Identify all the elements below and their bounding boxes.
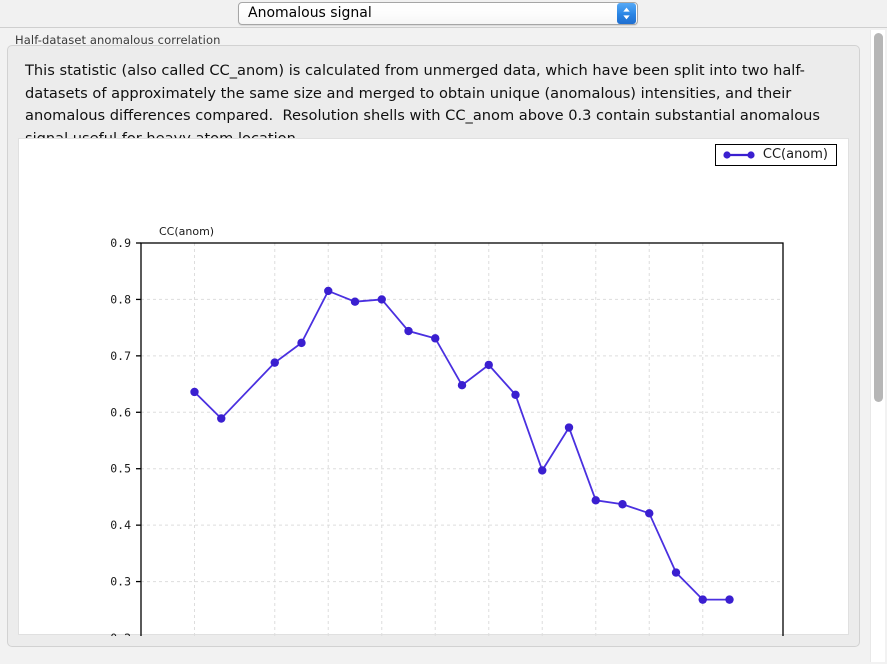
- data-point: [350, 297, 360, 306]
- y-axis-tick-label: 0.8: [110, 292, 131, 306]
- chart-area: 0.20.30.40.50.60.70.80.94.753.292.782.48…: [19, 139, 850, 636]
- y-axis-tick-label: 0.2: [110, 631, 131, 636]
- data-point: [591, 496, 600, 505]
- data-point: [671, 568, 681, 577]
- data-point: [725, 595, 734, 604]
- data-point: [618, 500, 627, 509]
- data-point: [324, 286, 333, 296]
- y-axis-tick-label: 0.5: [110, 462, 131, 476]
- data-point: [404, 326, 413, 336]
- y-axis-tick-label: 0.9: [110, 236, 131, 250]
- data-point: [645, 509, 654, 518]
- vertical-scrollbar[interactable]: [870, 30, 885, 662]
- statistic-description: This statistic (also called CC_anom) is …: [25, 62, 821, 147]
- data-point: [297, 338, 306, 348]
- y-axis-tick-label: 0.6: [110, 405, 131, 419]
- statistic-selector-value: Anomalous signal: [248, 5, 372, 21]
- plot-frame: [140, 242, 784, 636]
- data-point: [484, 360, 493, 370]
- cc-anom-line-chart: 0.20.30.40.50.60.70.80.94.753.292.782.48…: [110, 225, 784, 636]
- data-point: [538, 466, 547, 475]
- chart-legend: CC(anom): [714, 144, 837, 166]
- chevron-up-down-icon[interactable]: [617, 3, 636, 24]
- y-axis-tick-label: 0.4: [110, 518, 131, 532]
- data-point: [698, 595, 707, 604]
- statistic-selector-dropdown[interactable]: Anomalous signal: [238, 2, 638, 25]
- y-axis-tick-label: 0.7: [110, 349, 131, 363]
- data-point: [564, 423, 574, 432]
- chart-card: 0.20.30.40.50.60.70.80.94.753.292.782.48…: [18, 138, 850, 636]
- chart-title: CC(anom): [159, 225, 214, 238]
- series-line-cc-anom-: [193, 289, 730, 601]
- data-point: [217, 414, 226, 423]
- toolbar: Anomalous signal: [0, 0, 887, 28]
- data-point: [190, 387, 199, 397]
- groupbox-title: Half-dataset anomalous correlation: [15, 33, 221, 47]
- data-point: [511, 390, 520, 399]
- y-axis-tick-label: 0.3: [110, 575, 131, 589]
- data-point: [457, 381, 467, 390]
- statistic-panel: This statistic (also called CC_anom) is …: [7, 45, 860, 647]
- legend-label-cc-anom: CC(anom): [762, 147, 828, 162]
- data-point: [431, 334, 440, 343]
- data-point: [377, 295, 386, 304]
- scrollbar-thumb[interactable]: [874, 33, 883, 402]
- legend-line-swatch: [723, 151, 755, 159]
- data-point: [270, 358, 279, 367]
